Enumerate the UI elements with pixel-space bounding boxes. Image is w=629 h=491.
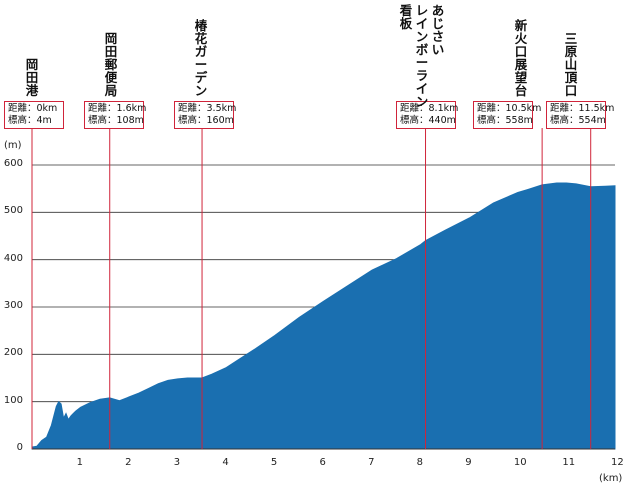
marker-callout: 距離：10.5km 標高：558m: [473, 101, 542, 129]
marker-name: レインボーライン: [415, 3, 429, 109]
marker-name: 岡田港: [25, 57, 39, 98]
marker-elevation: 標高：108m: [88, 115, 144, 126]
marker-name: 新火口展望台: [514, 18, 528, 98]
x-tick-label: 10: [513, 457, 527, 468]
marker-distance: 距離：11.5km: [550, 103, 615, 114]
marker-distance: 距離：8.1km: [400, 103, 459, 114]
x-tick-label: 3: [173, 457, 181, 468]
x-tick-label: 1: [76, 457, 83, 468]
y-tick-label: 0: [16, 442, 23, 453]
elevation-area: [31, 182, 616, 450]
y-tick-label: 300: [3, 300, 23, 311]
y-tick-label: 400: [3, 252, 23, 264]
marker-elevation: 標高：558m: [477, 115, 533, 126]
y-tick-label: 100: [3, 394, 23, 406]
marker-name: 岡田郵便局: [104, 31, 118, 98]
marker-distance: 距離：1.6km: [88, 103, 147, 114]
marker-callout: 距離：11.5km 標高：554m: [546, 101, 615, 129]
marker-name: あじさい: [431, 3, 445, 57]
marker-callout: 距離：8.1km 標高：440m: [396, 101, 459, 129]
x-tick-label: 5: [270, 457, 278, 468]
x-tick-label: 7: [368, 457, 375, 468]
marker-elevation: 標高：440m: [400, 115, 456, 126]
marker-elevation: 標高：554m: [550, 115, 606, 126]
x-tick-label: 2: [125, 457, 132, 468]
marker-elevation: 標高：160m: [178, 115, 234, 126]
x-unit-label: (km): [599, 473, 623, 484]
marker-elevation: 標高：4m: [8, 115, 52, 126]
marker-name: 看板: [399, 3, 413, 31]
marker-callout: 距離：3.5km 標高：160m: [174, 101, 237, 129]
y-tick-label: 500: [3, 205, 23, 217]
x-tick-label: 8: [416, 457, 424, 468]
y-tick-label: 600: [3, 158, 23, 169]
marker-callout: 距離：1.6km 標高：108m: [84, 101, 147, 129]
marker-distance: 距離：3.5km: [178, 103, 237, 114]
x-tick-label: 9: [465, 457, 472, 468]
y-tick-label: 200: [3, 347, 23, 359]
x-tick-label: 11: [562, 457, 576, 468]
marker-name: 椿花ガーデン: [194, 18, 208, 98]
marker-distance: 距離：0km: [8, 103, 58, 114]
marker-callout: 距離：0km 標高：4m: [4, 101, 64, 129]
y-unit-label: (m): [4, 140, 22, 151]
marker-name: 三原山頂口: [564, 31, 578, 98]
x-tick-label: 6: [319, 457, 326, 468]
marker-distance: 距離：10.5km: [477, 103, 542, 114]
x-tick-label: 4: [222, 457, 229, 468]
x-tick-label: 12: [611, 457, 624, 468]
